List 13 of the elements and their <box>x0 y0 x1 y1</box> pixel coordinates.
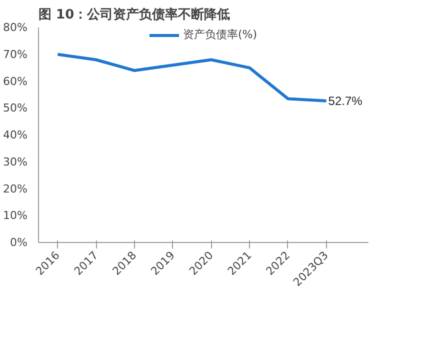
y-tick-label: 20% <box>3 182 28 196</box>
data-label: 52.7% <box>328 94 363 108</box>
y-tick-label: 60% <box>3 74 28 88</box>
y-tick-label: 40% <box>3 128 28 142</box>
line-series <box>56 52 328 102</box>
y-tick-label: 10% <box>3 209 28 222</box>
legend-label: 资产负债率(%) <box>182 27 258 42</box>
y-tick-label: 80% <box>3 21 28 34</box>
y-tick-label: 50% <box>3 102 28 115</box>
y-tick-label: 70% <box>3 48 28 61</box>
y-tick-label: 0% <box>10 236 28 249</box>
chart-title: 图 10：公司资产负债率不断降低 <box>38 6 230 22</box>
y-tick-label: 30% <box>3 155 28 168</box>
